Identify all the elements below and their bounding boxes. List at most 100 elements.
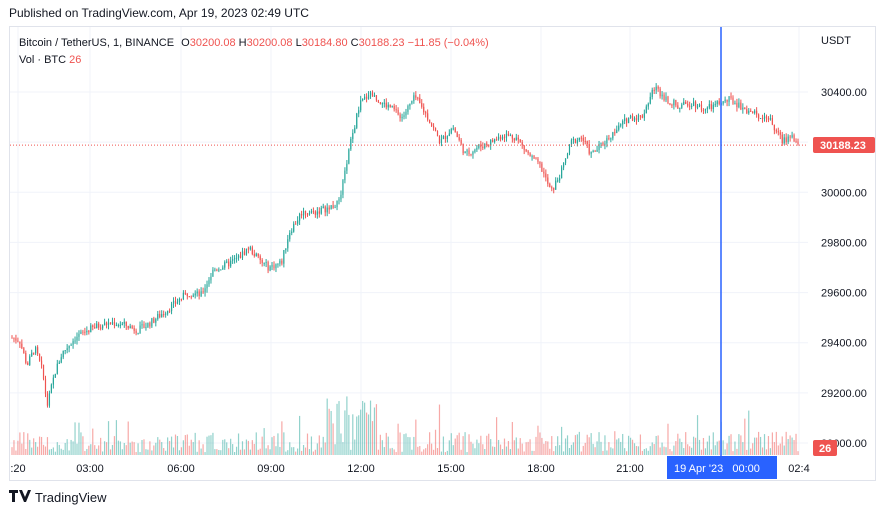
candle-body	[389, 104, 391, 108]
volume-bar	[362, 400, 364, 455]
volume-bar	[237, 433, 240, 455]
candle-body	[744, 107, 746, 110]
y-tick-label: 30400.00	[821, 87, 867, 99]
candle-body	[767, 118, 770, 120]
volume-bar	[641, 450, 643, 455]
volume-bar	[620, 441, 622, 455]
crosshair-time-text: 19 Apr '23 00:00	[674, 463, 760, 475]
candle-body	[438, 136, 441, 143]
volume-bar	[750, 448, 752, 455]
candle-body	[539, 161, 541, 164]
volume-bar	[131, 441, 133, 455]
volume-bar	[328, 408, 330, 455]
volume-bar	[172, 447, 175, 455]
candle-body	[472, 151, 474, 155]
candle-body	[446, 136, 448, 139]
volume-bar	[533, 450, 535, 455]
volume-bar	[358, 415, 360, 455]
volume-bar	[35, 442, 37, 455]
volume-bar	[606, 450, 608, 455]
candle-body	[557, 180, 559, 182]
volume-bar	[338, 401, 340, 455]
candle-body	[649, 96, 651, 104]
volume-label[interactable]: Vol · BTC	[19, 54, 67, 66]
candle-body	[795, 141, 797, 143]
volume-bar	[306, 433, 309, 455]
candle-body	[724, 99, 726, 102]
volume-bar	[269, 449, 271, 455]
volume-bar	[661, 442, 663, 455]
volume-bar	[33, 438, 35, 455]
candle-body	[245, 248, 248, 255]
candle-body	[476, 147, 478, 150]
volume-bar	[537, 425, 539, 455]
volume-bar	[411, 449, 413, 455]
candle-body	[653, 89, 655, 91]
candle-body	[84, 331, 86, 333]
volume-bar	[109, 449, 112, 455]
price-tag	[813, 137, 875, 153]
volume-bar	[206, 436, 208, 455]
volume-bar	[756, 437, 758, 455]
candle-body	[734, 102, 736, 104]
volume-bar	[76, 443, 78, 455]
volume-bar	[226, 442, 228, 455]
candle-body	[791, 135, 793, 138]
volume-bar	[68, 450, 70, 455]
candle-body	[568, 144, 571, 154]
candle-body	[33, 352, 35, 354]
candle-body	[326, 207, 328, 213]
candle-body	[324, 206, 326, 213]
volume-bar	[204, 452, 206, 455]
volume-bar	[113, 436, 116, 455]
volume-bar	[163, 448, 165, 455]
volume-bar	[180, 447, 183, 455]
candle-body	[468, 150, 470, 154]
volume-bar	[716, 441, 718, 455]
candle-body	[655, 86, 657, 91]
candle-body	[340, 194, 342, 200]
volume-bar	[287, 450, 289, 455]
candle-body	[295, 223, 297, 225]
candle-body	[261, 259, 263, 263]
volume-bar	[393, 449, 395, 455]
volume-bar	[497, 439, 500, 455]
candle-body	[525, 149, 527, 152]
volume-bar	[356, 416, 358, 455]
volume-bar	[430, 443, 433, 455]
volume-bar	[153, 445, 155, 455]
candle-body	[78, 333, 80, 337]
candle-body	[657, 86, 659, 89]
volume-bar	[249, 449, 251, 455]
open-value: 30200.08	[189, 37, 236, 49]
volume-bar	[588, 437, 590, 455]
candle-body	[330, 205, 332, 210]
candle-body	[763, 116, 766, 119]
candle-body	[661, 94, 663, 97]
volume-bar	[198, 440, 200, 455]
y-tick-label: 29800.00	[821, 237, 867, 249]
candle-body	[381, 103, 383, 105]
candle-body	[50, 384, 52, 394]
volume-bar	[381, 440, 383, 455]
candle-body	[364, 96, 366, 99]
candle-body	[44, 378, 47, 394]
volume-bar	[234, 452, 236, 455]
candle-body	[145, 326, 147, 329]
volume-bar	[66, 439, 68, 455]
volume-bar	[624, 448, 626, 455]
volume-bar	[161, 442, 163, 455]
volume-bar	[176, 435, 179, 455]
candle-body	[413, 95, 415, 102]
tradingview-footer[interactable]: TradingView	[9, 490, 107, 505]
symbol-name[interactable]: Bitcoin / TetherUS, 1, BINANCE	[19, 37, 175, 49]
volume-bar	[614, 431, 616, 455]
candle-body	[499, 136, 502, 140]
volume-bar	[107, 421, 110, 455]
candle-body	[198, 291, 200, 297]
volume-bar	[791, 437, 793, 455]
change-value: −11.85 (−0.04%)	[407, 37, 489, 49]
candle-body	[466, 150, 468, 152]
volume-bar	[314, 449, 316, 455]
